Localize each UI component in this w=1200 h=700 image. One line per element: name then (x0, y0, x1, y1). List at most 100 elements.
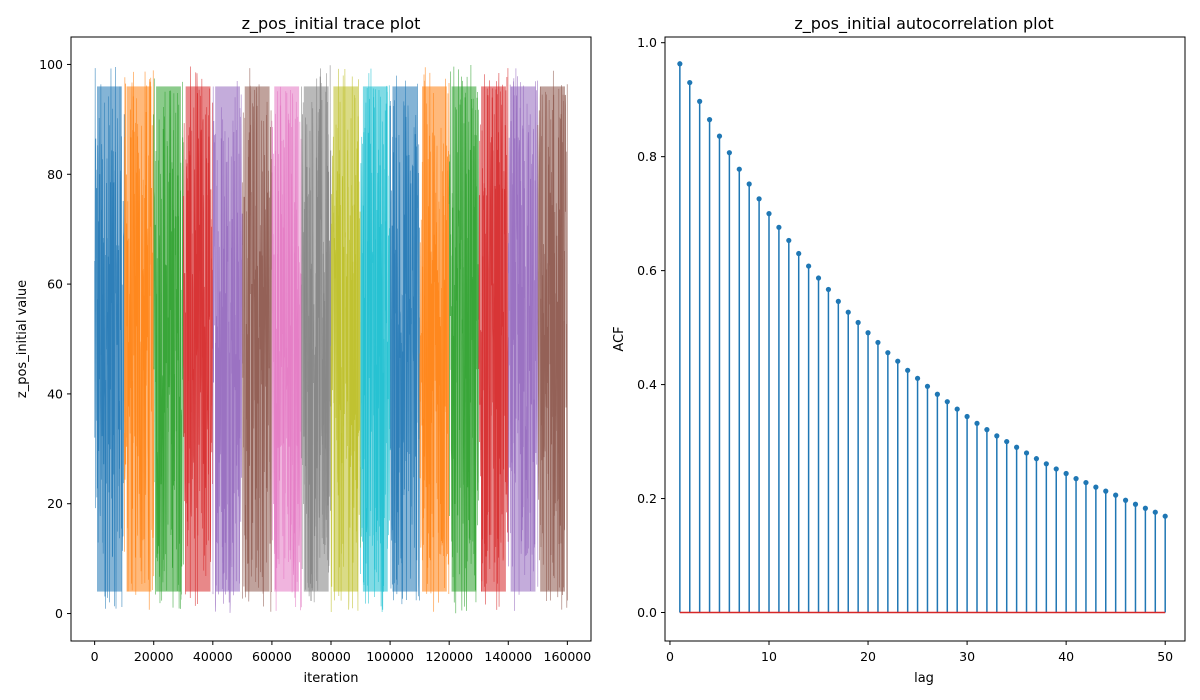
acf-stem-marker (865, 330, 871, 336)
acf-stem-marker (1023, 450, 1030, 456)
acf-stem-marker (845, 309, 851, 315)
trace-series-band-11 (392, 86, 418, 592)
acf-x-ticks: 0 10 20 30 40 50 (666, 641, 1173, 664)
acf-stem-marker (766, 211, 772, 217)
trace-series-band-16 (540, 86, 565, 592)
acf-stem-marker (1103, 488, 1109, 494)
trace-x-ticks: 0 20000 40000 60000 80000 100000 120000 140000 1… (91, 641, 592, 664)
acf-stem-marker (875, 339, 881, 346)
acf-y-tick-label: 0.8 (637, 149, 657, 164)
acf-x-tick-label: 30 (959, 649, 975, 664)
trace-y-tick-label: 0 (55, 606, 63, 621)
trace-x-tick-label: 120000 (425, 649, 473, 664)
acf-stem-marker (905, 367, 911, 373)
trace-series-band-3 (156, 86, 181, 592)
trace-series-band-14 (481, 86, 506, 592)
trace-series-band-10 (362, 86, 388, 592)
acf-stem-marker (885, 350, 891, 356)
trace-series-band-2 (126, 86, 152, 592)
acf-stem-marker (1063, 470, 1069, 477)
trace-y-tick-label: 20 (47, 496, 63, 511)
acf-stem-marker (1043, 461, 1049, 467)
trace-x-tick-label: 80000 (311, 649, 351, 664)
trace-x-axis-label: iteration (304, 671, 359, 686)
acf-stem-marker (1093, 484, 1099, 490)
acf-y-tick-label: 0.2 (637, 491, 657, 506)
acf-stem-marker (1073, 476, 1079, 482)
acf-x-tick-label: 0 (666, 649, 674, 664)
acf-stem-marker (855, 319, 861, 326)
trace-series-band-9 (333, 86, 359, 592)
acf-stem-marker (746, 181, 752, 187)
acf-stem-marker (776, 224, 782, 230)
trace-x-tick-label: 20000 (134, 649, 174, 664)
acf-x-tick-label: 40 (1058, 649, 1074, 664)
acf-y-axis-label: ACF (612, 326, 627, 351)
acf-stem-marker (796, 250, 802, 257)
trace-y-tick-label: 40 (47, 386, 63, 401)
acf-x-axis-label: lag (914, 671, 934, 686)
trace-series-band-13 (451, 86, 477, 592)
acf-stem-marker (835, 298, 841, 304)
acf-stem-marker (934, 391, 940, 397)
acf-stem-marker (1152, 509, 1158, 515)
acf-stem-marker (994, 433, 1000, 439)
acf-stem-marker (895, 358, 901, 364)
trace-x-tick-label: 0 (91, 649, 99, 664)
acf-axes-frame (664, 36, 1186, 642)
acf-stem-marker (1004, 438, 1010, 445)
acf-stem-marker (1132, 501, 1139, 507)
trace-plot-title: z_pos_initial trace plot (242, 14, 421, 34)
acf-plot-panel: z_pos_initial autocorrelation plot 0 10 20… (612, 14, 1186, 686)
acf-stem-marker (825, 286, 832, 293)
acf-stem-marker (687, 79, 693, 86)
acf-x-tick-label: 50 (1157, 649, 1173, 664)
trace-series-band-12 (422, 86, 447, 592)
acf-stem-marker (1162, 513, 1168, 519)
acf-stem-marker (786, 237, 792, 244)
acf-y-ticks: 0.0 0.2 0.4 0.6 0.8 1.0 (637, 35, 665, 620)
acf-stem-marker (677, 61, 683, 67)
acf-y-tick-label: 0.4 (637, 377, 657, 392)
trace-y-ticks: 0 20 40 60 80 100 (39, 57, 71, 621)
acf-y-tick-label: 0.6 (637, 263, 657, 278)
acf-stem-marker (706, 117, 713, 123)
trace-x-tick-label: 160000 (544, 649, 592, 664)
acf-stem-marker (697, 98, 703, 104)
acf-stem-marker (756, 196, 762, 202)
trace-y-axis-label: z_pos_initial value (15, 280, 30, 398)
acf-stem-marker (974, 420, 980, 426)
trace-series-band-1 (97, 86, 122, 592)
trace-x-tick-label: 100000 (366, 649, 414, 664)
trace-series-band-5 (215, 86, 240, 592)
acf-stem-marker (1113, 492, 1119, 498)
trace-x-tick-label: 140000 (484, 649, 532, 664)
acf-stem-marker (1142, 505, 1148, 511)
trace-series-band-6 (244, 86, 270, 592)
acf-stem-marker (1083, 479, 1089, 486)
acf-stem-marker (954, 406, 960, 412)
trace-x-tick-label: 60000 (252, 649, 292, 664)
trace-series-band-4 (185, 86, 211, 592)
trace-x-tick-label: 40000 (193, 649, 233, 664)
acf-stem-marker (924, 383, 931, 389)
acf-stem-marker (964, 413, 970, 420)
acf-stem-marker (944, 399, 950, 405)
trace-plot-panel: z_pos_initial trace plot 0 20000 40000 6000… (15, 14, 592, 686)
acf-stem-marker (1033, 456, 1040, 462)
acf-stem-marker (726, 150, 732, 156)
acf-stem-marker (736, 166, 742, 172)
acf-stem-marker (1014, 444, 1020, 450)
acf-stem-marker (1053, 466, 1059, 472)
acf-x-tick-label: 10 (761, 649, 777, 664)
acf-y-tick-label: 0.0 (637, 605, 657, 620)
acf-x-tick-label: 20 (860, 649, 876, 664)
acf-stem-marker (914, 375, 921, 381)
trace-series-band-8 (303, 86, 329, 592)
trace-series-band-15 (510, 86, 536, 592)
acf-plot-title: z_pos_initial autocorrelation plot (794, 14, 1053, 34)
acf-stems-group (677, 61, 1168, 614)
acf-stem-marker (984, 427, 990, 433)
trace-y-tick-label: 60 (47, 277, 63, 292)
